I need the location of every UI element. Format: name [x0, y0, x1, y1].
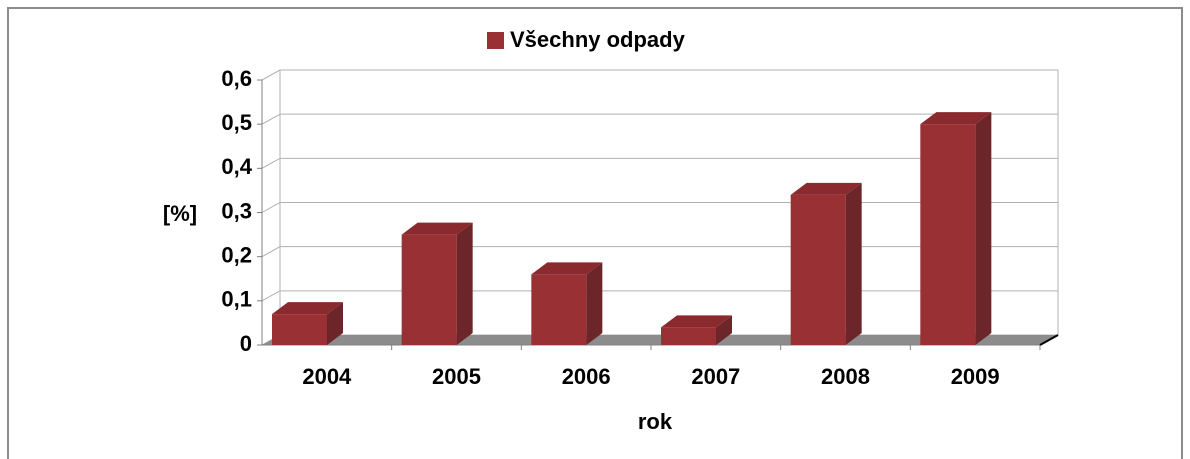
bar: [401, 222, 473, 345]
bar-front: [920, 124, 976, 346]
y-axis-label: [%]: [163, 201, 197, 226]
bar-side: [845, 182, 862, 345]
y-tick-label: 0,6: [221, 66, 252, 91]
bar-top: [661, 315, 732, 328]
bar: [531, 262, 603, 345]
x-tick-label: 2007: [691, 364, 740, 389]
bar-top: [790, 182, 862, 195]
bar-front: [531, 274, 587, 345]
y-tick-label: 0,4: [221, 154, 252, 179]
x-tick-label: 2009: [951, 364, 1000, 389]
bar: [661, 315, 732, 345]
bar-top: [920, 112, 992, 125]
x-tick-label: 2004: [302, 364, 352, 389]
bar-side: [456, 222, 473, 345]
x-tick-label: 2006: [562, 364, 611, 389]
y-tick-label: 0,2: [221, 242, 252, 267]
bar-side: [716, 315, 732, 345]
bar-top: [272, 302, 343, 315]
bar-front: [401, 234, 457, 345]
bar-front: [790, 194, 846, 345]
legend-label: Všechny odpady: [510, 27, 686, 52]
bar-front: [272, 314, 327, 345]
grid-line: [261, 69, 1058, 81]
bar: [920, 112, 992, 346]
y-tick-label: 0,5: [221, 110, 252, 135]
x-tick-label: 2008: [821, 364, 870, 389]
bar-top: [531, 262, 603, 275]
bar: [790, 182, 862, 345]
x-tick-label: 2005: [432, 364, 481, 389]
grid-line: [261, 157, 1058, 169]
y-tick-label: 0,3: [221, 198, 252, 223]
bar-top: [401, 222, 473, 235]
bar-front: [661, 327, 716, 345]
bar: [272, 302, 343, 345]
legend-swatch: [487, 32, 504, 49]
y-tick-label: 0,1: [221, 287, 252, 312]
bar-side: [975, 112, 992, 346]
bar-side: [586, 262, 603, 345]
x-axis-label: rok: [638, 409, 673, 434]
y-tick-label: 0: [240, 331, 252, 356]
grid-line: [261, 113, 1058, 125]
floor-edge: [1039, 334, 1059, 346]
bar-side: [327, 302, 343, 345]
